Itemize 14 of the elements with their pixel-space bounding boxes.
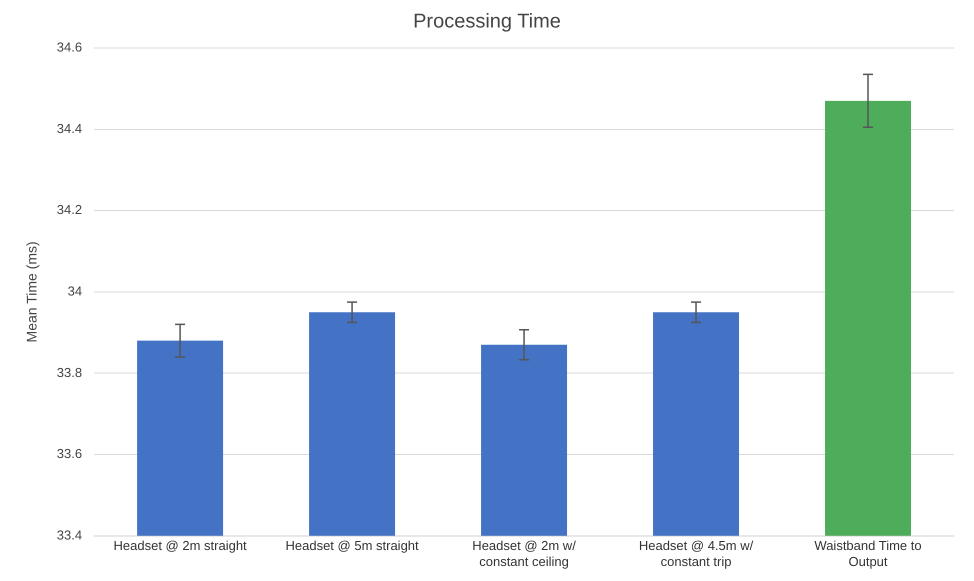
y-tick-label: 34.4	[56, 120, 82, 136]
y-tick-label: 33.8	[56, 364, 82, 380]
x-tick-label: Headset @ 2m straight	[114, 538, 248, 554]
y-tick-label: 33.4	[56, 527, 82, 542]
y-tick-label: 33.6	[56, 446, 82, 462]
chart-title: Processing Time	[413, 10, 561, 33]
y-axis-title: Mean Time (ms)	[23, 241, 40, 342]
x-tick-label: Headset @ 2m w/ constant ceiling	[472, 538, 576, 569]
x-tick-label: Headset @ 5m straight	[285, 538, 420, 554]
y-tick-label: 34	[68, 283, 82, 298]
x-tick-label: Waistband Time to Output	[814, 538, 922, 569]
y-tick-label: 34.2	[56, 202, 82, 218]
x-tick-label: Headset @ 4.5m w/ constant trip	[638, 538, 754, 569]
y-tick-label: 34.6	[56, 40, 82, 55]
